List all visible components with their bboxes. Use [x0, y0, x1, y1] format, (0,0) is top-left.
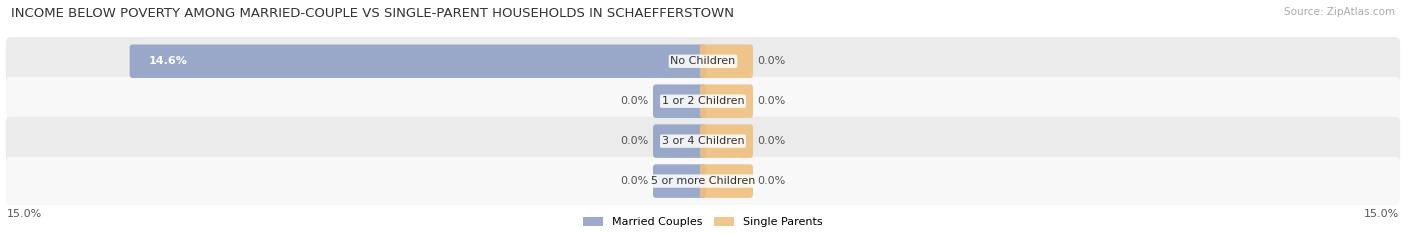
Text: 0.0%: 0.0% — [758, 96, 786, 106]
FancyBboxPatch shape — [700, 45, 754, 78]
FancyBboxPatch shape — [6, 157, 1400, 206]
Legend: Married Couples, Single Parents: Married Couples, Single Parents — [583, 217, 823, 227]
Text: 0.0%: 0.0% — [758, 176, 786, 186]
FancyBboxPatch shape — [700, 164, 754, 198]
Text: 0.0%: 0.0% — [620, 136, 648, 146]
FancyBboxPatch shape — [700, 124, 754, 158]
Text: 14.6%: 14.6% — [149, 56, 187, 66]
Text: 0.0%: 0.0% — [620, 176, 648, 186]
Text: 15.0%: 15.0% — [7, 209, 42, 219]
FancyBboxPatch shape — [652, 124, 706, 158]
FancyBboxPatch shape — [652, 164, 706, 198]
FancyBboxPatch shape — [6, 117, 1400, 165]
Text: 0.0%: 0.0% — [758, 136, 786, 146]
Text: 0.0%: 0.0% — [620, 96, 648, 106]
FancyBboxPatch shape — [6, 77, 1400, 126]
Text: INCOME BELOW POVERTY AMONG MARRIED-COUPLE VS SINGLE-PARENT HOUSEHOLDS IN SCHAEFF: INCOME BELOW POVERTY AMONG MARRIED-COUPL… — [11, 7, 734, 20]
FancyBboxPatch shape — [6, 37, 1400, 86]
FancyBboxPatch shape — [700, 84, 754, 118]
Text: 15.0%: 15.0% — [1364, 209, 1399, 219]
FancyBboxPatch shape — [129, 45, 706, 78]
Text: 1 or 2 Children: 1 or 2 Children — [662, 96, 744, 106]
Text: No Children: No Children — [671, 56, 735, 66]
Text: 0.0%: 0.0% — [758, 56, 786, 66]
Text: Source: ZipAtlas.com: Source: ZipAtlas.com — [1284, 7, 1395, 17]
Text: 5 or more Children: 5 or more Children — [651, 176, 755, 186]
FancyBboxPatch shape — [652, 84, 706, 118]
Text: 3 or 4 Children: 3 or 4 Children — [662, 136, 744, 146]
